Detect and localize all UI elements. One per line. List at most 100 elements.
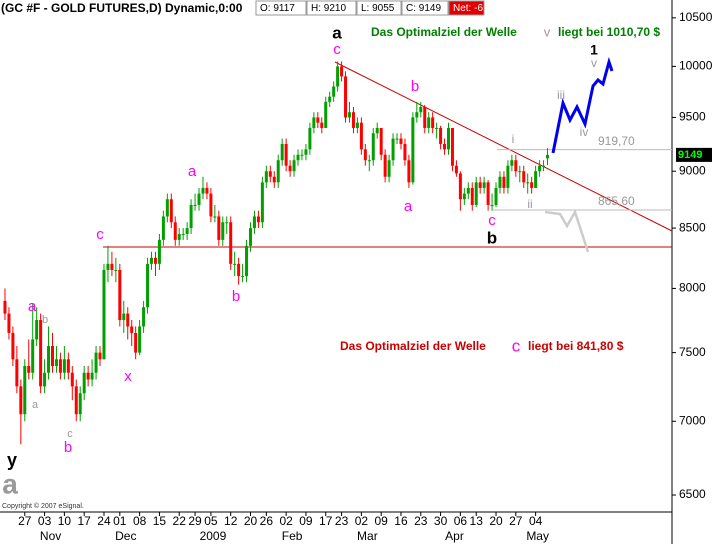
candle-body	[538, 165, 542, 172]
candle-body	[221, 222, 225, 240]
candle-body	[82, 372, 86, 394]
wave-label: i	[512, 132, 515, 146]
candle-body	[157, 239, 161, 264]
candle-body	[399, 138, 403, 144]
y-tick-label: 10500	[679, 10, 713, 24]
candle-body	[146, 263, 150, 308]
candle-body	[43, 372, 47, 387]
candle-body	[150, 257, 153, 264]
target-text: Das Optimalziel der Welle	[371, 25, 517, 39]
candle-body	[363, 149, 367, 161]
y-tick-label: 6500	[679, 487, 706, 501]
header-value: C: 9149	[406, 3, 441, 14]
x-tick-label: 13	[470, 514, 484, 528]
month-label: Apr	[445, 529, 464, 543]
candle-body	[142, 307, 146, 327]
x-tick-label: 09	[375, 514, 389, 528]
x-tick-label: 29	[188, 514, 202, 528]
x-tick-label: 12	[224, 514, 238, 528]
wave-label: iv	[580, 125, 589, 139]
candle-body	[351, 112, 355, 128]
candle-body	[225, 222, 229, 224]
candle-body	[47, 346, 51, 373]
candle-body	[320, 122, 324, 128]
candle-body	[260, 182, 264, 223]
candle-body	[276, 160, 280, 183]
x-tick-label: 17	[78, 514, 92, 528]
candle-body	[35, 320, 39, 340]
header-value: O: 9117	[260, 3, 295, 14]
candle-body	[534, 171, 538, 188]
candle-body	[241, 276, 245, 278]
x-tick-label: 23	[414, 514, 428, 528]
y-tick-label: 9500	[679, 110, 706, 124]
candle-body	[245, 245, 249, 277]
candle-body	[98, 352, 102, 360]
candle-body	[229, 222, 233, 264]
wave-label: 1	[590, 42, 598, 58]
wave-label: c	[67, 428, 73, 440]
candle-body	[264, 171, 268, 183]
x-tick-label: 08	[133, 514, 147, 528]
candle-body	[284, 143, 288, 166]
candle-body	[435, 127, 439, 129]
x-tick-label: 26	[260, 514, 274, 528]
x-tick-label: 04	[529, 514, 543, 528]
candle-body	[391, 138, 395, 161]
y-tick-label: 7500	[679, 345, 706, 359]
x-tick-label: 01	[113, 514, 127, 528]
candle-body	[201, 187, 205, 194]
candle-body	[482, 182, 486, 188]
month-label: 2009	[200, 529, 227, 543]
x-tick-label: 22	[173, 514, 187, 528]
candle-body	[122, 313, 126, 321]
candle-body	[268, 171, 272, 177]
x-tick-label: 17	[319, 514, 333, 528]
x-tick-label: 02	[279, 514, 293, 528]
x-tick-label: 05	[204, 514, 218, 528]
candle-body	[530, 182, 534, 188]
candle-body	[506, 165, 510, 188]
copyright: Copyright © 2007 eSignal.	[2, 502, 84, 510]
month-label: Mar	[357, 529, 378, 543]
wave-label: a	[2, 468, 18, 499]
x-tick-label: 15	[153, 514, 167, 528]
candle-body	[94, 352, 98, 373]
candle-body	[23, 365, 27, 415]
candle-body	[328, 96, 332, 102]
candle-body	[395, 138, 399, 140]
header-net: Net: -6	[453, 3, 483, 14]
candle-body	[66, 359, 70, 373]
candle-body	[256, 216, 260, 223]
x-tick-label: 06	[454, 514, 468, 528]
candle-body	[237, 263, 241, 277]
candle-body	[470, 187, 474, 205]
candle-body	[522, 171, 526, 183]
candle-body	[510, 160, 514, 166]
trend-line	[334, 61, 673, 232]
wave-label: b	[487, 228, 497, 247]
candle-body	[308, 127, 312, 150]
candle-body	[110, 263, 114, 270]
candle-body	[272, 176, 276, 183]
x-tick-label: 10	[58, 514, 72, 528]
candle-body	[138, 326, 142, 353]
candle-body	[518, 171, 522, 173]
header-box	[255, 0, 307, 16]
candle-body	[454, 165, 458, 174]
candle-body	[153, 257, 157, 264]
candle-body	[3, 300, 7, 314]
candle-body	[169, 199, 173, 223]
x-tick-label: 24	[97, 514, 111, 528]
candle-body	[205, 187, 209, 194]
candle-body	[177, 233, 181, 240]
candle-body	[443, 143, 447, 150]
candle-body	[514, 160, 518, 172]
candle-body	[213, 216, 217, 218]
candle-body	[193, 204, 197, 206]
header-title: (GC #F - GOLD FUTURES,D) Dynamic,0:00	[1, 1, 243, 15]
candle-body	[189, 204, 193, 229]
level-label: 865,60	[598, 194, 635, 208]
candle-body	[427, 117, 431, 128]
wave-label: c	[96, 226, 104, 243]
